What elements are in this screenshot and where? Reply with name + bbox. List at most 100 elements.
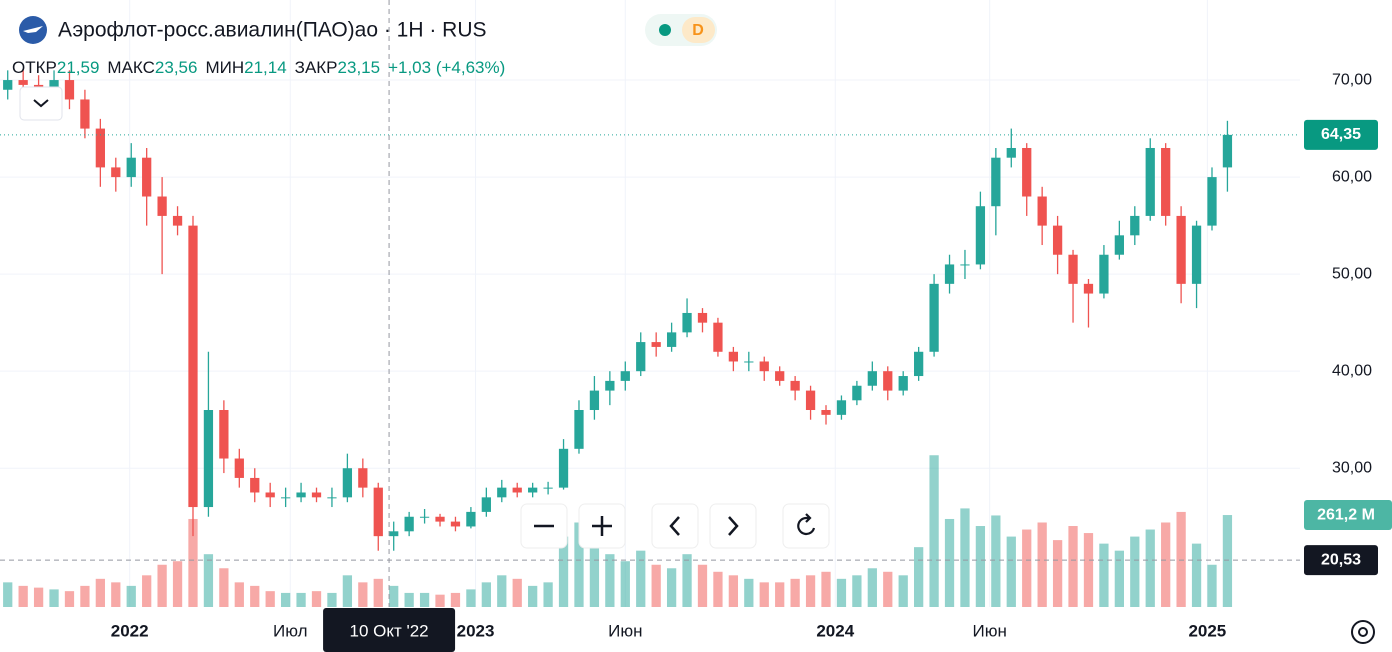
candle-body [404, 516, 414, 532]
candle-body [1022, 147, 1032, 197]
volume-bar [389, 585, 399, 607]
zoom-in-icon [592, 516, 612, 536]
candle-body [821, 410, 831, 415]
x-tick-label: 2025 [1188, 621, 1226, 640]
last-price-box [1304, 119, 1378, 150]
volume-bar [991, 515, 1001, 607]
candle-body [543, 487, 553, 489]
collapse-button[interactable] [19, 86, 63, 121]
scroll-right[interactable] [709, 503, 757, 549]
volume-bar [373, 578, 383, 607]
x-tick-label: Июл [273, 621, 308, 640]
candle-body [697, 312, 708, 323]
volume-bar [497, 575, 507, 607]
crosshair-price-label: 20,53 [1321, 551, 1361, 568]
candle-body [497, 487, 507, 498]
settings-icon-core [1358, 627, 1368, 637]
candle-body [898, 376, 908, 391]
candle-body [157, 196, 167, 216]
volume-bar [33, 587, 44, 607]
candle-body [574, 410, 584, 449]
candle-body [991, 157, 1001, 207]
crosshair-date-box [323, 608, 456, 652]
volume-bar [620, 561, 630, 607]
volume-bar [1145, 529, 1155, 607]
last-price-label: 64,35 [1321, 126, 1361, 143]
candle-body [1191, 225, 1202, 284]
volume-bar [1006, 536, 1016, 607]
volume-bar [651, 564, 661, 607]
volume-bar [157, 564, 167, 607]
volume-bar [744, 578, 754, 607]
volume-bar [250, 585, 260, 607]
volume-bar [1083, 533, 1094, 607]
settings-button[interactable] [1351, 620, 1375, 644]
volume-bar [528, 585, 538, 607]
legend-value: 23,15 [338, 58, 381, 77]
candle-body [1083, 283, 1094, 294]
volume-bar [697, 564, 708, 607]
candle-body [358, 468, 368, 488]
candle-body [1006, 147, 1016, 158]
volume-bar [234, 582, 244, 607]
volume-bar [450, 592, 461, 607]
candle-body [126, 157, 136, 178]
candle-body [95, 128, 105, 168]
ohlc-legend: ОТКР21,59 МАКС23,56 МИН21,14 ЗАКР23,15 +1,03… [12, 58, 505, 77]
volume-bar [666, 568, 677, 607]
volume-bar [728, 575, 739, 607]
candle-body [49, 80, 59, 90]
candle-body [327, 497, 337, 499]
candle-body [558, 448, 569, 488]
legend-value: 21,59 [57, 58, 100, 77]
candle-body [1099, 254, 1109, 294]
scroll-left[interactable] [651, 503, 699, 549]
candle-body [1161, 147, 1171, 216]
candle-body [280, 497, 291, 499]
candle-body [805, 390, 816, 411]
scroll-right-icon [728, 516, 739, 536]
candle-body [682, 312, 692, 333]
y-tick-label: 70,00 [1332, 71, 1372, 88]
volume-bar [1130, 536, 1140, 607]
volume-bar [1052, 540, 1063, 607]
volume-bar [543, 582, 553, 607]
candle-body [435, 516, 445, 522]
volume-bar [481, 582, 491, 607]
x-tick-label: Июн [608, 621, 642, 640]
badge-bg [682, 17, 715, 43]
x-tick-label: 2023 [457, 621, 495, 640]
volume-bar [775, 582, 785, 607]
candle-body [620, 371, 630, 381]
candle-body [528, 487, 538, 493]
last-volume-box [1304, 500, 1392, 531]
candle-body [929, 283, 939, 352]
candle-body [188, 225, 198, 508]
legend-label: ОТКР [12, 58, 57, 77]
volume-bar [636, 550, 646, 607]
volume-bar [280, 592, 291, 607]
status-dot [659, 24, 671, 36]
candle-body [636, 342, 646, 372]
x-tick-label: 2022 [111, 621, 149, 640]
volume-bar [435, 594, 445, 607]
volume-bar [960, 508, 970, 607]
volume-bar [1068, 526, 1078, 607]
settings-icon [1351, 620, 1375, 644]
candle-body [1222, 134, 1233, 168]
volume-bar [18, 585, 28, 607]
volume-bar [142, 575, 152, 607]
logo-mark [23, 26, 43, 33]
candle-body [80, 99, 90, 129]
volume-bar [589, 540, 600, 607]
candle-body [250, 477, 260, 493]
candle-body [342, 468, 353, 498]
volume-bar [419, 592, 430, 607]
volume-bar [358, 582, 368, 607]
candle-body [790, 380, 800, 391]
y-tick-label: 40,00 [1332, 362, 1372, 379]
volume-bar [311, 591, 322, 607]
candle-body [111, 167, 121, 178]
reset[interactable] [782, 503, 830, 549]
